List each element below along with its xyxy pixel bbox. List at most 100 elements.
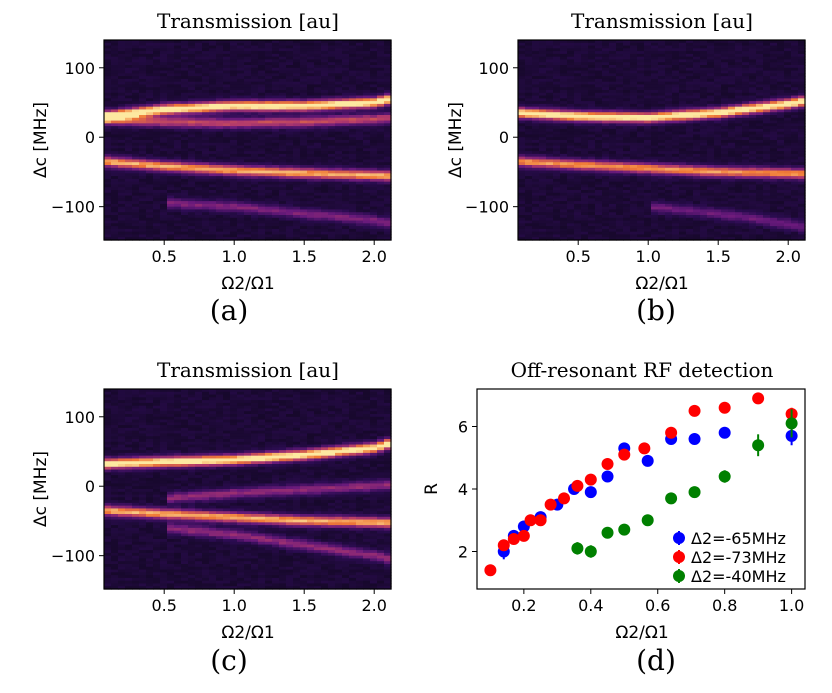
heatmap-cell	[665, 203, 673, 208]
heatmap-cell	[314, 76, 322, 80]
heatmap-cell	[272, 81, 280, 86]
heatmap-cell	[539, 112, 547, 116]
heatmap-cell	[335, 103, 343, 108]
heatmap-cell	[574, 53, 582, 58]
heatmap-cell	[286, 103, 294, 108]
heatmap-cell	[293, 126, 301, 130]
heatmap-cell	[146, 59, 154, 63]
heatmap-cell	[216, 153, 224, 158]
heatmap-cell	[216, 148, 224, 152]
heatmap-cell	[335, 98, 343, 102]
heatmap-cell	[616, 103, 624, 108]
heatmap-cell	[651, 159, 659, 163]
heatmap-cell	[602, 51, 610, 55]
heatmap-cell	[321, 134, 329, 138]
heatmap-cell	[370, 115, 378, 119]
heatmap-cell	[672, 73, 680, 77]
heatmap-cell	[665, 131, 673, 136]
heatmap-cell	[609, 173, 617, 177]
heatmap-cell	[602, 190, 610, 194]
heatmap-cell	[623, 87, 631, 91]
heatmap-cell	[700, 140, 708, 144]
heatmap-cell	[335, 167, 343, 172]
heatmap-cell	[370, 206, 378, 211]
heatmap-cell	[623, 178, 631, 183]
heatmap-cell	[286, 70, 294, 74]
heatmap-cell	[377, 40, 385, 44]
heatmap-cell	[623, 226, 631, 230]
heatmap-cell	[588, 87, 596, 91]
heatmap-cell	[560, 162, 568, 166]
heatmap-cell	[672, 90, 680, 94]
heatmap-cell	[693, 103, 701, 108]
heatmap-cell	[125, 159, 133, 163]
heatmap-cell	[356, 223, 364, 227]
heatmap-cell	[104, 126, 112, 130]
heatmap-cell	[349, 167, 357, 172]
heatmap-cell	[307, 223, 315, 227]
heatmap-cell	[539, 126, 547, 130]
heatmap-cell	[335, 65, 343, 69]
heatmap-cell	[104, 62, 112, 66]
heatmap-cell	[167, 153, 175, 158]
heatmap-cell	[230, 206, 238, 211]
heatmap-cell	[518, 87, 526, 91]
heatmap-cell	[693, 53, 701, 58]
heatmap-cell	[658, 184, 666, 188]
heatmap-cell	[630, 51, 638, 55]
heatmap-cell	[560, 51, 568, 55]
heatmap-cell	[195, 178, 203, 183]
heatmap-cell	[609, 70, 617, 74]
heatmap-cell	[693, 84, 701, 88]
heatmap-cell	[637, 42, 645, 47]
heatmap-cell	[356, 67, 364, 72]
heatmap-cell	[637, 234, 645, 238]
heatmap-cell	[293, 145, 301, 149]
heatmap-cell	[658, 190, 666, 194]
heatmap-cell	[616, 184, 624, 188]
heatmap-cell	[202, 73, 210, 77]
heatmap-cell	[216, 167, 224, 172]
heatmap-cell	[174, 153, 182, 158]
heatmap-cell	[651, 56, 659, 61]
heatmap-cell	[546, 187, 554, 191]
heatmap-cell	[665, 140, 673, 144]
heatmap-cell	[693, 128, 701, 133]
heatmap-cell	[693, 217, 701, 222]
heatmap-cell	[349, 101, 357, 105]
heatmap-cell	[679, 176, 687, 180]
heatmap-cell	[651, 87, 659, 91]
heatmap-cell	[665, 159, 673, 163]
heatmap-cell	[216, 151, 224, 155]
heatmap-cell	[286, 84, 294, 88]
heatmap-cell	[553, 153, 561, 158]
heatmap-cell	[588, 156, 596, 161]
heatmap-cell	[623, 109, 631, 113]
heatmap-cell	[286, 45, 294, 49]
heatmap-cell	[223, 51, 231, 55]
heatmap-cell	[104, 101, 112, 105]
heatmap-cell	[314, 206, 322, 211]
heatmap-cell	[602, 123, 610, 127]
heatmap-cell	[363, 109, 371, 113]
heatmap-cell	[342, 167, 350, 172]
heatmap-cell	[223, 53, 231, 58]
heatmap-cell	[237, 123, 245, 127]
heatmap-cell	[237, 131, 245, 136]
heatmap-cell	[574, 95, 582, 99]
heatmap-cell	[609, 65, 617, 69]
heatmap-cell	[370, 145, 378, 149]
heatmap-cell	[651, 223, 659, 227]
heatmap-cell	[230, 165, 238, 169]
heatmap-cell	[665, 56, 673, 61]
heatmap-cell	[265, 51, 273, 55]
heatmap-cell	[118, 128, 126, 133]
heatmap-cell	[588, 90, 596, 94]
heatmap-cell	[104, 192, 112, 197]
heatmap-cell	[132, 187, 140, 191]
heatmap-cell	[637, 156, 645, 161]
heatmap-cell	[272, 231, 280, 236]
heatmap-cell	[658, 51, 666, 55]
heatmap-cell	[363, 231, 371, 236]
heatmap-cell	[314, 234, 322, 238]
